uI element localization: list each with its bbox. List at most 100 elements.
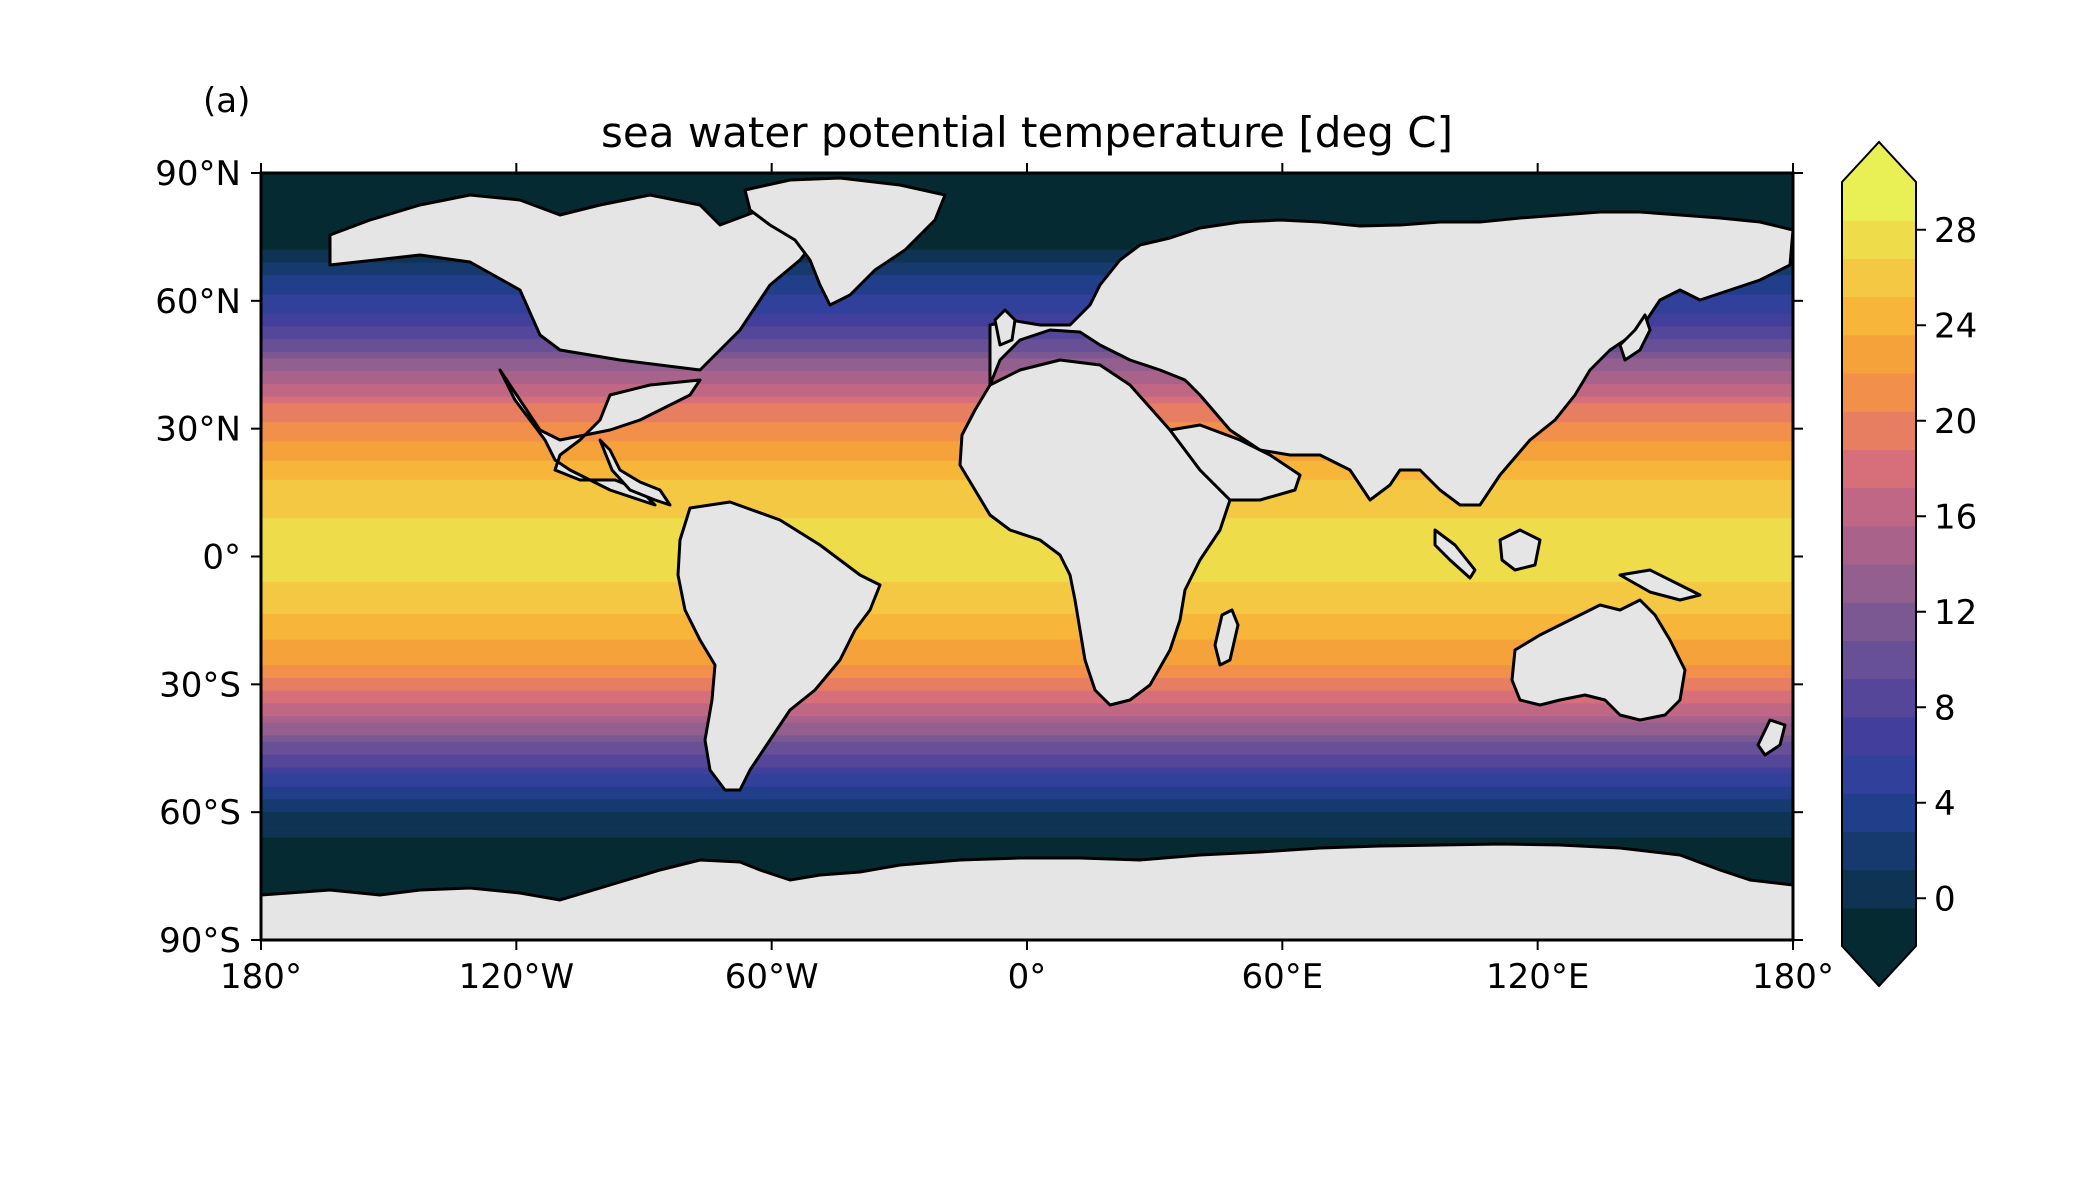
temperature-band [261, 345, 1793, 353]
x-tick-label: 180° [1752, 957, 1834, 997]
temperature-band [261, 230, 1793, 238]
colorbar-tick-label: 20 [1934, 402, 1977, 442]
colorbar-segment [1842, 373, 1916, 412]
temperature-band [261, 844, 1793, 852]
temperature-band [261, 243, 1793, 251]
colorbar-tick-label: 16 [1934, 497, 1977, 537]
x-tick-label: 60°E [1241, 957, 1323, 997]
temperature-band [261, 313, 1793, 321]
temperature-band [261, 351, 1793, 360]
temperature-band [261, 262, 1793, 270]
temperature-band [261, 677, 1793, 686]
temperature-band [261, 652, 1793, 660]
x-tick-label: 120°W [459, 957, 575, 997]
temperature-band [261, 288, 1793, 296]
colorbar-segment [1842, 716, 1916, 756]
land-eurasia [988, 210, 1793, 507]
y-axis: 90°N 60°N 30°N 0° 30°S 60°S 90°S [155, 154, 1803, 961]
temperature-band [261, 722, 1793, 730]
colorbar-tick-label: 12 [1934, 593, 1977, 633]
temperature-band [261, 805, 1793, 813]
temperature-band [261, 818, 1793, 826]
colorbar: 0 4 8 12 16 20 24 28 [1841, 140, 1977, 988]
temperature-band [261, 588, 1793, 596]
temperature-band [261, 204, 1793, 213]
temperature-band [261, 824, 1793, 833]
x-axis: 180° 120°W 60°W 0° 60°E 120°E 180° [220, 163, 1834, 997]
y-tick-label: 90°N [155, 154, 241, 194]
temperature-band [261, 709, 1793, 718]
temperature-band [261, 550, 1793, 558]
temperature-band [261, 300, 1793, 309]
land-madagascar [1213, 608, 1240, 667]
temperature-band [261, 575, 1793, 583]
colorbar-segment [1842, 487, 1916, 527]
land-japan [1618, 313, 1652, 362]
temperature-band [261, 780, 1793, 788]
temperature-band [261, 645, 1793, 654]
temperature-band [261, 786, 1793, 794]
colorbar-segment [1842, 907, 1916, 947]
temperature-band [261, 358, 1793, 366]
y-tick-label: 30°N [155, 410, 241, 450]
temperature-band [261, 735, 1793, 743]
temperature-band [261, 633, 1793, 641]
land-sumatra [1433, 528, 1477, 580]
y-tick-label: 30°S [159, 665, 241, 705]
colorbar-segment [1842, 869, 1916, 909]
temperature-band [261, 198, 1793, 206]
land-arabia [1168, 423, 1302, 502]
colorbar-segment [1842, 564, 1916, 603]
land-greenland [743, 176, 947, 307]
x-tick-label: 0° [1008, 957, 1047, 997]
temperature-band [261, 729, 1793, 737]
temperature-band [261, 249, 1793, 257]
land-new-guinea [1618, 568, 1702, 602]
temperature-band [261, 754, 1793, 762]
colorbar-extend-min [1842, 946, 1916, 986]
land-australia [1510, 598, 1687, 722]
y-tick-label: 60°S [159, 793, 241, 833]
temperature-band [261, 582, 1793, 590]
colorbar-segment [1842, 678, 1916, 718]
colorbar-segment [1842, 449, 1916, 489]
temperature-band [261, 812, 1793, 820]
temperature-band [261, 256, 1793, 264]
x-tick-label: 120°E [1486, 957, 1589, 997]
temperature-band [261, 767, 1793, 775]
temperature-band [261, 217, 1793, 225]
temperature-band [261, 748, 1793, 756]
map-plot-area [261, 173, 1793, 940]
colorbar-tick-label: 0 [1934, 879, 1956, 919]
temperature-band [261, 697, 1793, 705]
x-tick-label: 60°W [725, 957, 819, 997]
colorbar-tick-label: 24 [1934, 306, 1977, 346]
temperature-band [261, 307, 1793, 315]
temperature-band [261, 192, 1793, 200]
temperature-band [261, 761, 1793, 769]
temperature-band [261, 179, 1793, 187]
colorbar-segment [1842, 411, 1916, 450]
colorbar-segment [1842, 793, 1916, 832]
temperature-band [261, 537, 1793, 545]
x-tick-label: 180° [220, 957, 302, 997]
temperature-band [261, 173, 1793, 181]
temperature-band [261, 339, 1793, 347]
temperature-band [261, 684, 1793, 692]
temperature-band [261, 543, 1793, 551]
colorbar-segment [1842, 258, 1916, 298]
colorbar-extend-max [1842, 142, 1916, 182]
temperature-band [261, 620, 1793, 628]
colorbar-segment [1842, 831, 1916, 871]
chart-title: sea water potential temperature [deg C] [601, 108, 1453, 157]
land-masses [261, 176, 1793, 940]
temperature-band [261, 665, 1793, 673]
temperature-band [261, 614, 1793, 622]
temperature-band [261, 773, 1793, 782]
temperature-band [261, 556, 1793, 564]
temperature-band [261, 569, 1793, 577]
temperature-band [261, 224, 1793, 232]
temperature-band [261, 850, 1793, 858]
temperature-band [261, 639, 1793, 647]
